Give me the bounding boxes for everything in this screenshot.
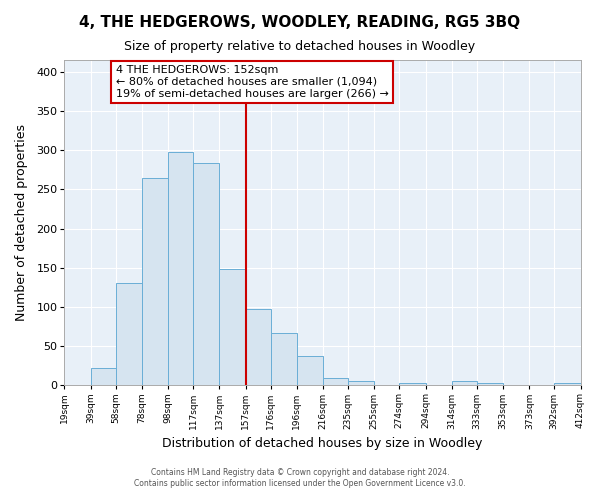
Y-axis label: Number of detached properties: Number of detached properties: [15, 124, 28, 321]
Bar: [142, 178, 168, 386]
Text: Size of property relative to detached houses in Woodley: Size of property relative to detached ho…: [124, 40, 476, 53]
Bar: [193, 164, 220, 386]
Bar: [554, 383, 581, 386]
X-axis label: Distribution of detached houses by size in Woodley: Distribution of detached houses by size …: [162, 437, 482, 450]
Bar: [245, 308, 271, 386]
Bar: [323, 378, 348, 386]
Text: 4 THE HEDGEROWS: 152sqm
← 80% of detached houses are smaller (1,094)
19% of semi: 4 THE HEDGEROWS: 152sqm ← 80% of detache…: [116, 66, 388, 98]
Bar: [91, 368, 116, 386]
Bar: [220, 270, 245, 386]
Bar: [297, 356, 323, 386]
Bar: [271, 333, 297, 386]
Bar: [348, 382, 374, 386]
Bar: [116, 284, 142, 386]
Bar: [399, 383, 425, 386]
Bar: [477, 383, 503, 386]
Text: 4, THE HEDGEROWS, WOODLEY, READING, RG5 3BQ: 4, THE HEDGEROWS, WOODLEY, READING, RG5 …: [79, 15, 521, 30]
Text: Contains HM Land Registry data © Crown copyright and database right 2024.
Contai: Contains HM Land Registry data © Crown c…: [134, 468, 466, 487]
Bar: [168, 152, 193, 386]
Bar: [452, 382, 477, 386]
